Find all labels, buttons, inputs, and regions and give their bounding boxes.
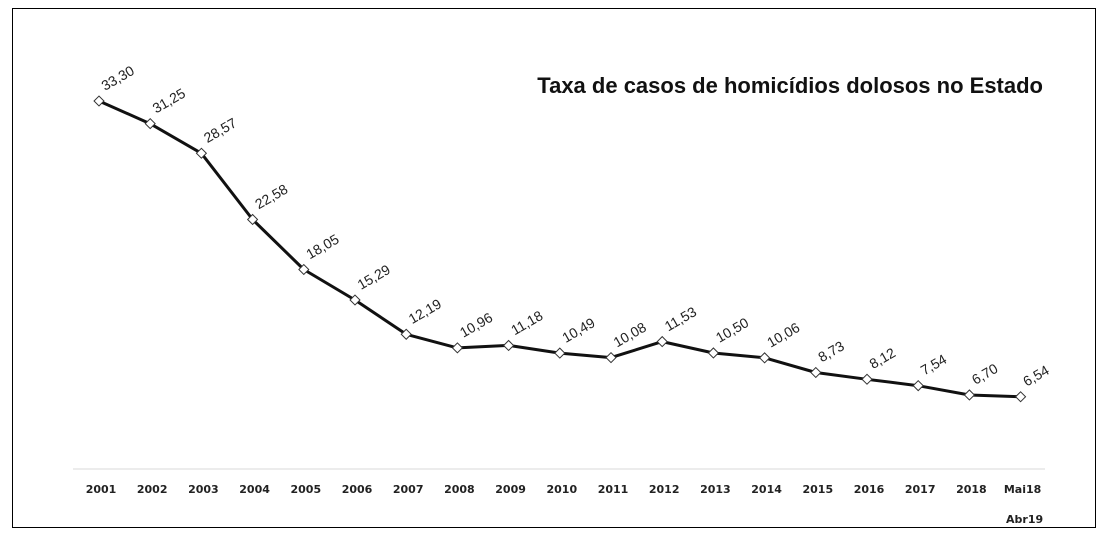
data-point-marker bbox=[246, 213, 259, 226]
data-point-marker bbox=[861, 373, 873, 385]
data-label: 10,49 bbox=[559, 314, 598, 345]
data-label: 10,08 bbox=[611, 319, 650, 350]
data-label: 28,57 bbox=[201, 114, 240, 145]
x-tick-label: 2011 bbox=[598, 483, 629, 496]
data-point-marker bbox=[758, 352, 771, 364]
x-tick-label: 2010 bbox=[546, 483, 577, 496]
x-tick-label: 2018 bbox=[956, 483, 987, 496]
data-label: 6,70 bbox=[969, 360, 1001, 388]
x-tick-group: 2001 2002 2003 2004 2005 2006 2007 2008 2009 2010… bbox=[86, 483, 1042, 496]
x-tick-label: 2002 bbox=[137, 483, 168, 496]
data-label: 7,54 bbox=[918, 351, 950, 379]
data-point-marker bbox=[451, 342, 464, 354]
x-tick-label: 2006 bbox=[342, 483, 373, 496]
data-label: 10,50 bbox=[713, 314, 752, 345]
x-tick-label: 2004 bbox=[239, 483, 270, 496]
data-label: 22,58 bbox=[252, 181, 291, 212]
data-label-group: 33,30 31,25 28,57 22,58 18,05 15,29 12,19 10,96… bbox=[99, 62, 1052, 389]
chart-title: Taxa de casos de homicídios dolosos no E… bbox=[537, 73, 1043, 98]
data-point-marker bbox=[656, 335, 668, 348]
x-tick-label: 2014 bbox=[751, 483, 782, 496]
line-chart: Taxa de casos de homicídios dolosos no E… bbox=[73, 62, 1052, 526]
x-tick-label: 2007 bbox=[393, 483, 424, 496]
x-tick-label: 2009 bbox=[495, 483, 526, 496]
data-label: 15,29 bbox=[355, 261, 394, 292]
data-point-marker bbox=[1014, 391, 1027, 403]
marker-group bbox=[93, 95, 1027, 403]
data-point-marker bbox=[502, 339, 515, 352]
data-label: 8,73 bbox=[815, 338, 847, 366]
data-point-marker bbox=[554, 347, 566, 359]
data-point-marker bbox=[707, 347, 720, 359]
data-label: 31,25 bbox=[150, 85, 189, 116]
axis-note-label: Abr19 bbox=[1006, 513, 1043, 526]
x-tick-label: 2008 bbox=[444, 483, 475, 496]
data-label: 11,53 bbox=[662, 303, 700, 334]
data-point-marker bbox=[349, 294, 361, 306]
data-label: 18,05 bbox=[303, 231, 342, 262]
data-label: 33,30 bbox=[99, 62, 138, 93]
data-point-marker bbox=[144, 117, 156, 130]
data-label: 11,18 bbox=[508, 307, 546, 338]
data-label: 10,06 bbox=[764, 319, 803, 350]
data-label: 12,19 bbox=[406, 295, 445, 326]
data-point-marker bbox=[963, 389, 976, 401]
data-label: 10,96 bbox=[457, 309, 496, 340]
data-point-marker bbox=[400, 328, 412, 340]
x-tick-label: 2016 bbox=[854, 483, 885, 496]
x-tick-label: 2003 bbox=[188, 483, 219, 496]
data-point-marker bbox=[605, 351, 617, 364]
data-point-marker bbox=[93, 95, 105, 107]
x-tick-label: 2001 bbox=[86, 483, 117, 496]
data-label: 8,12 bbox=[867, 344, 899, 372]
x-tick-label: Mai18 bbox=[1004, 483, 1041, 496]
data-point-marker bbox=[298, 263, 310, 276]
data-point-marker bbox=[912, 380, 924, 392]
chart-frame: Taxa de casos de homicídios dolosos no E… bbox=[12, 8, 1096, 528]
data-point-marker bbox=[810, 366, 822, 379]
data-point-marker bbox=[195, 147, 208, 159]
data-label: 6,54 bbox=[1020, 362, 1052, 390]
x-tick-label: 2013 bbox=[700, 483, 731, 496]
x-tick-label: 2017 bbox=[905, 483, 936, 496]
x-tick-label: 2005 bbox=[290, 483, 321, 496]
x-tick-label: 2012 bbox=[649, 483, 680, 496]
x-tick-label: 2015 bbox=[802, 483, 833, 496]
